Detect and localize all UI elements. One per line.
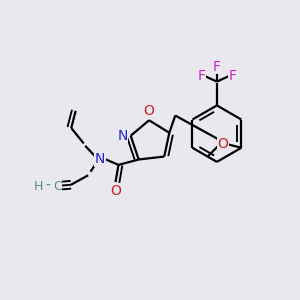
Text: O: O <box>218 137 228 151</box>
Text: F: F <box>213 60 221 74</box>
Text: C: C <box>53 180 62 193</box>
Text: F: F <box>197 69 206 83</box>
Text: N: N <box>95 152 105 166</box>
Text: H: H <box>34 180 44 193</box>
Text: F: F <box>228 69 236 83</box>
Text: O: O <box>110 184 121 199</box>
Text: N: N <box>117 129 128 143</box>
Text: -: - <box>46 179 50 193</box>
Text: O: O <box>144 104 154 118</box>
